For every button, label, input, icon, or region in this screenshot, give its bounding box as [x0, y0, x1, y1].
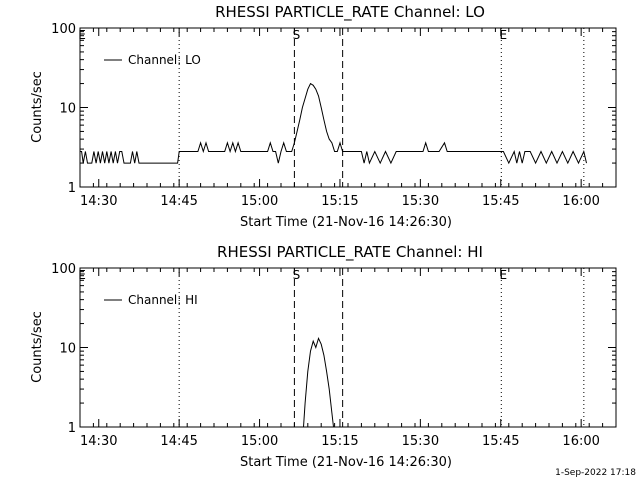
y-tick-label-lo: 10: [59, 102, 76, 117]
legend-label-lo: Channel: LO: [128, 53, 201, 67]
footer-timestamp: 1-Sep-2022 17:18: [555, 468, 636, 478]
y-axis-label-lo: Counts/sec: [30, 71, 45, 143]
x-tick-label-lo: 15:15: [321, 194, 358, 209]
chart-title-hi: RHESSI PARTICLE_RATE Channel: HI: [217, 243, 483, 262]
x-axis-label-lo: Start Time (21-Nov-16 14:26:30): [240, 215, 452, 230]
legend-label-hi: Channel: HI: [128, 293, 198, 307]
chart-title-lo: RHESSI PARTICLE_RATE Channel: LO: [215, 3, 485, 22]
event-marker-label-lo: S: [293, 28, 301, 42]
x-tick-label-hi: 15:45: [482, 434, 519, 449]
x-tick-label-hi: 15:00: [241, 434, 278, 449]
x-tick-label-lo: 14:45: [160, 194, 197, 209]
x-tick-label-lo: 15:30: [402, 194, 439, 209]
y-tick-label-hi: 100: [51, 262, 76, 277]
y-tick-label-hi: 10: [59, 342, 76, 357]
y-tick-label-hi: 1: [68, 421, 76, 436]
event-marker-label-hi: E: [78, 268, 86, 282]
x-tick-label-lo: 16:00: [562, 194, 599, 209]
x-tick-label-hi: 14:30: [80, 434, 117, 449]
series-line-lo: [80, 82, 587, 165]
event-marker-label-hi: S: [293, 268, 301, 282]
x-tick-label-lo: 15:00: [241, 194, 278, 209]
event-marker-label-hi: E: [499, 268, 507, 282]
x-tick-label-lo: 14:30: [80, 194, 117, 209]
x-tick-label-hi: 15:15: [321, 434, 358, 449]
y-tick-label-lo: 100: [51, 22, 76, 37]
series-line-hi: [303, 336, 334, 428]
x-tick-label-hi: 15:30: [402, 434, 439, 449]
x-tick-label-hi: 16:00: [562, 434, 599, 449]
plot-frame-hi: [79, 267, 617, 428]
event-marker-label-lo: E: [499, 28, 507, 42]
x-tick-label-hi: 14:45: [160, 434, 197, 449]
y-axis-label-hi: Counts/sec: [30, 311, 45, 383]
x-axis-label-hi: Start Time (21-Nov-16 14:26:30): [240, 455, 452, 470]
event-marker-label-lo: E: [78, 28, 86, 42]
y-tick-label-lo: 1: [68, 181, 76, 196]
x-tick-label-lo: 15:45: [482, 194, 519, 209]
